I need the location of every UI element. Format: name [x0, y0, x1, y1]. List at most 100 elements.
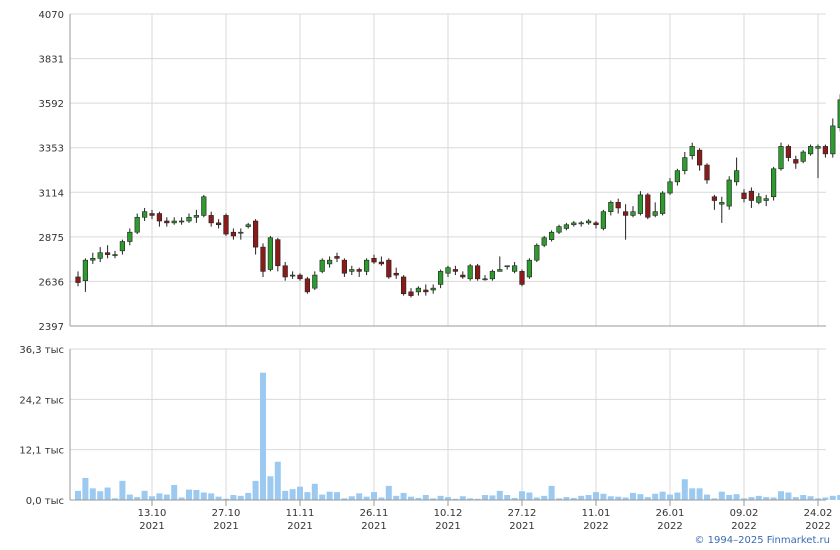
price-tick-label: 2397 — [39, 322, 64, 333]
volume-bar — [652, 493, 659, 500]
volume-bar — [755, 495, 762, 500]
volume-bar — [104, 487, 111, 500]
x-tick-year: 2022 — [583, 521, 608, 532]
volume-bar — [452, 498, 459, 500]
volume-bar — [659, 491, 666, 500]
x-tick-year: 2022 — [731, 521, 756, 532]
volume-bar — [334, 492, 340, 500]
candle-body — [245, 224, 251, 227]
candle-body — [371, 258, 377, 263]
x-tick-year: 2021 — [361, 521, 386, 532]
candle-body — [349, 269, 355, 272]
candle-body — [837, 99, 840, 129]
candle-body — [289, 274, 296, 277]
volume-bar — [704, 494, 710, 500]
x-tick-date: 24.02 — [804, 508, 833, 519]
candle-body — [763, 198, 769, 201]
candle-body — [452, 269, 459, 272]
candle-body — [356, 269, 362, 272]
volume-bar — [422, 495, 429, 500]
candle-body — [563, 224, 569, 229]
volume-bar — [563, 497, 570, 500]
candle-body — [497, 269, 503, 272]
candle-body — [326, 259, 333, 265]
candle-body — [785, 146, 791, 158]
volume-tick-label: 0,0 тыс — [26, 496, 64, 507]
volume-bar — [163, 494, 170, 500]
volume-bar — [341, 498, 348, 500]
volume-bar — [718, 491, 725, 500]
volume-bars — [75, 372, 840, 500]
volume-bar — [378, 497, 385, 500]
volume-bar — [741, 498, 747, 500]
price-tick-label: 3114 — [39, 188, 64, 199]
candle-body — [230, 231, 237, 237]
x-tick-date: 26.11 — [360, 508, 389, 519]
candle-body — [541, 237, 547, 246]
price-tick-label: 3831 — [39, 55, 64, 66]
candle-body — [275, 239, 281, 267]
candle-body — [585, 220, 592, 224]
candle-body — [445, 267, 451, 274]
candle-body — [659, 192, 666, 214]
volume-bar — [319, 494, 326, 500]
candle-body — [689, 146, 695, 157]
candle-body — [142, 211, 148, 218]
volume-bar — [496, 490, 503, 500]
candle-body — [704, 164, 710, 181]
volume-bar — [437, 495, 444, 500]
price-y-axis: 4070 3831 3592 3353 3114 2875 2636 2397 — [39, 10, 826, 333]
volume-bar — [674, 492, 681, 500]
volume-bar — [385, 485, 392, 500]
price-grid — [70, 13, 826, 327]
volume-bar — [223, 498, 229, 500]
candle-body — [297, 274, 303, 280]
candle-body — [482, 278, 488, 281]
candle-body — [186, 216, 192, 222]
candle-body — [534, 244, 540, 261]
volume-bar — [156, 493, 163, 500]
volume-bar — [800, 495, 807, 500]
volume-y-axis: 36,3 тыс 24,2 тыс 12,1 тыс 0,0 тыс — [19, 345, 71, 507]
volume-bar — [200, 492, 207, 500]
volume-bar — [297, 486, 303, 500]
volume-bar — [112, 498, 118, 500]
copyright-link[interactable]: © 1994–2025 Finmarket.ru — [694, 535, 830, 546]
volume-bar — [193, 490, 200, 500]
candle-body — [238, 231, 244, 234]
volume-bar — [430, 498, 437, 500]
volume-bar — [363, 496, 370, 500]
candle-body — [408, 291, 414, 296]
x-tick-date: 26.01 — [656, 508, 685, 519]
volume-bar — [186, 489, 192, 500]
candle-body — [652, 211, 658, 216]
volume-bar — [696, 488, 703, 500]
price-tick-label: 4070 — [39, 10, 64, 21]
candle-body — [223, 215, 229, 235]
volume-bar — [711, 498, 718, 500]
volume-tick-label: 24,2 тыс — [19, 395, 64, 406]
candle-body — [548, 231, 555, 240]
candle-body — [430, 287, 436, 291]
volume-bar — [733, 494, 740, 500]
volume-bar — [807, 496, 814, 500]
candle-body — [437, 271, 444, 285]
candle-body — [719, 202, 725, 205]
volume-bar — [689, 488, 696, 500]
date-x-axis: 13.10 2021 27.10 2021 11.11 2021 26.11 2021 10.1… — [70, 499, 833, 532]
volume-bar — [304, 492, 311, 500]
x-tick-year: 2021 — [435, 521, 460, 532]
x-tick-date: 10.12 — [434, 508, 463, 519]
candle-body — [622, 211, 629, 216]
volume-bar — [726, 495, 733, 500]
volume-bar — [245, 492, 252, 500]
candle-body — [467, 265, 473, 280]
volume-bar — [533, 497, 540, 500]
candle-body — [216, 222, 222, 226]
candle-body — [312, 274, 318, 289]
candle-body — [511, 265, 518, 272]
volume-bar — [289, 489, 296, 500]
candle-body — [600, 211, 606, 229]
candle-body — [386, 259, 392, 278]
